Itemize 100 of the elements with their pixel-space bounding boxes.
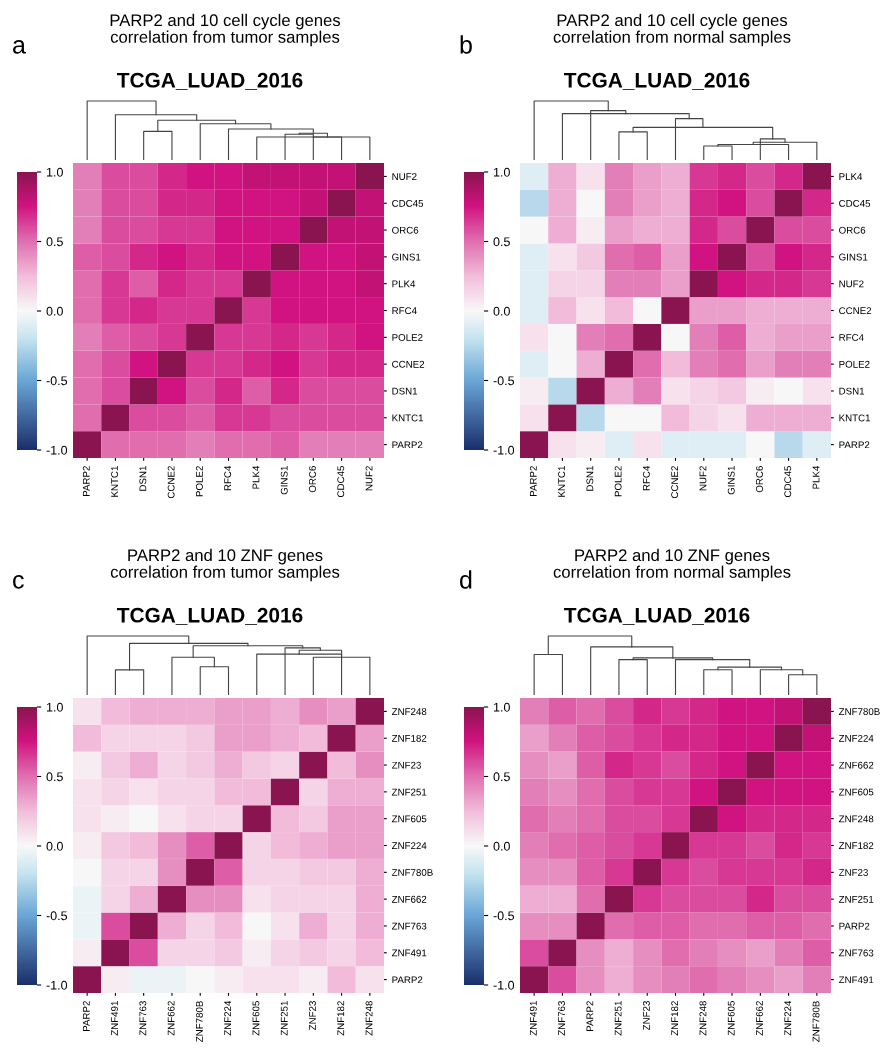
y-tick-label: ZNF182: [838, 842, 874, 850]
color-bar-label: 0.0: [46, 841, 63, 851]
x-tick-label: ZNF23: [642, 1001, 650, 1031]
text: b: [460, 35, 472, 54]
y-tick-label: KNTC1: [839, 414, 871, 422]
color-bar-label: 0.0: [46, 306, 63, 316]
y-tick-label: ZNF23: [838, 869, 868, 876]
y-tick-label: RFC4: [392, 307, 417, 315]
y-tick-label: ZNF662: [391, 895, 427, 903]
text: a: [13, 40, 26, 54]
y-tick-label: PLK4: [839, 173, 863, 180]
x-tick-label: NUF2: [699, 466, 707, 491]
chart-subtitle: TCGA_LUAD_2016: [117, 607, 303, 625]
x-tick-label: GINS1: [280, 466, 288, 495]
x-tick-label: NUF2: [365, 466, 373, 491]
y-tick-label: PARP2: [392, 441, 423, 449]
x-tick-label: PARP2: [82, 1001, 90, 1032]
color-bar-label: 1.0: [493, 702, 510, 712]
color-bar-label: 0.5: [493, 237, 510, 247]
x-tick-label: ZNF251: [280, 1001, 288, 1036]
y-tick-label: KNTC1: [392, 414, 424, 422]
x-tick-label: ZNF224: [224, 1000, 232, 1036]
x-tick-label: ZNF662: [756, 1001, 763, 1036]
y-tick-label: DSN1: [392, 387, 418, 395]
y-tick-label: PARP2: [839, 922, 870, 930]
y-tick-label: NUF2: [392, 173, 417, 181]
color-bar-label: 0.0: [493, 841, 510, 851]
y-tick-label: ZNF182: [391, 734, 427, 742]
color-bar-label: 0.5: [46, 237, 63, 247]
chart-subtitle: TCGA_LUAD_2016: [564, 72, 750, 90]
y-tick-label: POLE2: [392, 334, 423, 341]
chart-subtitle: TCGA_LUAD_2016: [564, 607, 750, 625]
x-tick-label: DSN1: [139, 466, 147, 491]
chart-title: PARP2 and 10 cell cycle genes correlation from tumor samples: [110, 13, 341, 47]
x-tick-label: ZNF224: [784, 1000, 792, 1036]
chart-title: PARP2 and 10 cell cycle genes correlation from normal samples: [553, 13, 791, 47]
x-tick-label: ZNF182: [337, 1001, 345, 1036]
color-bar-label: 0.5: [46, 772, 63, 782]
color-bar-label: -0.5: [493, 911, 515, 921]
y-tick-label: CCNE2: [392, 360, 425, 368]
color-bar-label: 0.0: [493, 306, 510, 316]
y-tick-label: ZNF248: [391, 708, 427, 716]
y-tick-label: POLE2: [839, 360, 870, 368]
x-tick-label: ZNF23: [309, 1001, 316, 1031]
x-tick-label: KNTC1: [558, 466, 566, 497]
x-tick-label: ORC6: [756, 466, 763, 493]
x-tick-label: CCNE2: [671, 466, 679, 499]
chart-subtitle: TCGA_LUAD_2016: [117, 72, 303, 90]
y-tick-label: GINS1: [839, 253, 868, 261]
color-bar-label: -0.5: [493, 376, 515, 386]
x-tick-label: POLE2: [195, 466, 203, 497]
x-tick-label: GINS1: [727, 466, 735, 495]
color-bar-label: 0.5: [493, 772, 510, 782]
y-tick-label: ORC6: [392, 226, 419, 234]
x-tick-label: KNTC1: [111, 466, 119, 497]
x-tick-label: ORC6: [309, 466, 316, 493]
y-tick-label: ZNF248: [838, 815, 874, 823]
y-tick-label: ZNF491: [838, 976, 874, 984]
x-tick-label: PARP2: [529, 466, 537, 497]
y-tick-label: ZNF224: [838, 734, 874, 742]
x-tick-label: ZNF780B: [195, 1001, 203, 1042]
x-tick-label: PLK4: [812, 465, 820, 489]
y-tick-label: ZNF23: [391, 761, 421, 769]
x-tick-label: ZNF491: [111, 1001, 119, 1036]
y-tick-label: PARP2: [839, 441, 870, 449]
y-tick-label: ZNF780B: [391, 869, 433, 876]
color-bar-label: -1.0: [46, 445, 68, 455]
y-tick-label: ZNF662: [838, 761, 874, 769]
x-tick-label: ZNF248: [365, 1001, 373, 1036]
x-tick-label: PLK4: [252, 465, 260, 489]
y-tick-label: NUF2: [839, 280, 864, 288]
y-tick-label: CDC45: [392, 199, 424, 207]
y-tick-label: ZNF224: [391, 842, 427, 850]
text: d: [460, 570, 472, 589]
y-tick-label: DSN1: [839, 387, 865, 395]
chart-title: PARP2 and 10 ZNF genes correlation from normal samples: [553, 548, 791, 582]
x-tick-label: ZNF780B: [812, 1001, 820, 1042]
color-bar-label: 1.0: [493, 167, 510, 177]
x-tick-label: ZNF605: [252, 1001, 260, 1036]
color-bar-label: -1.0: [493, 445, 515, 455]
y-tick-label: PLK4: [392, 280, 416, 288]
x-tick-label: POLE2: [614, 466, 622, 497]
y-tick-label: ZNF251: [391, 788, 427, 796]
x-tick-label: PARP2: [586, 1001, 594, 1032]
y-tick-label: ZNF780B: [838, 708, 880, 716]
color-bar-label: -0.5: [46, 376, 68, 386]
color-bar-label: 1.0: [46, 702, 63, 712]
x-tick-label: ZNF763: [558, 1001, 566, 1036]
y-tick-label: ZNF605: [838, 788, 874, 796]
x-tick-label: ZNF662: [167, 1001, 175, 1036]
y-tick-label: ZNF251: [838, 895, 874, 903]
y-tick-label: GINS1: [392, 253, 421, 261]
color-bar-label: 1.0: [46, 167, 63, 177]
y-tick-label: ZNF491: [391, 949, 427, 957]
x-tick-label: CDC45: [337, 466, 345, 498]
x-tick-label: ZNF251: [614, 1001, 622, 1036]
x-tick-label: RFC4: [642, 465, 650, 491]
y-tick-label: ZNF605: [391, 815, 427, 823]
x-tick-label: ZNF248: [699, 1001, 707, 1036]
color-bar-label: -1.0: [493, 980, 515, 990]
